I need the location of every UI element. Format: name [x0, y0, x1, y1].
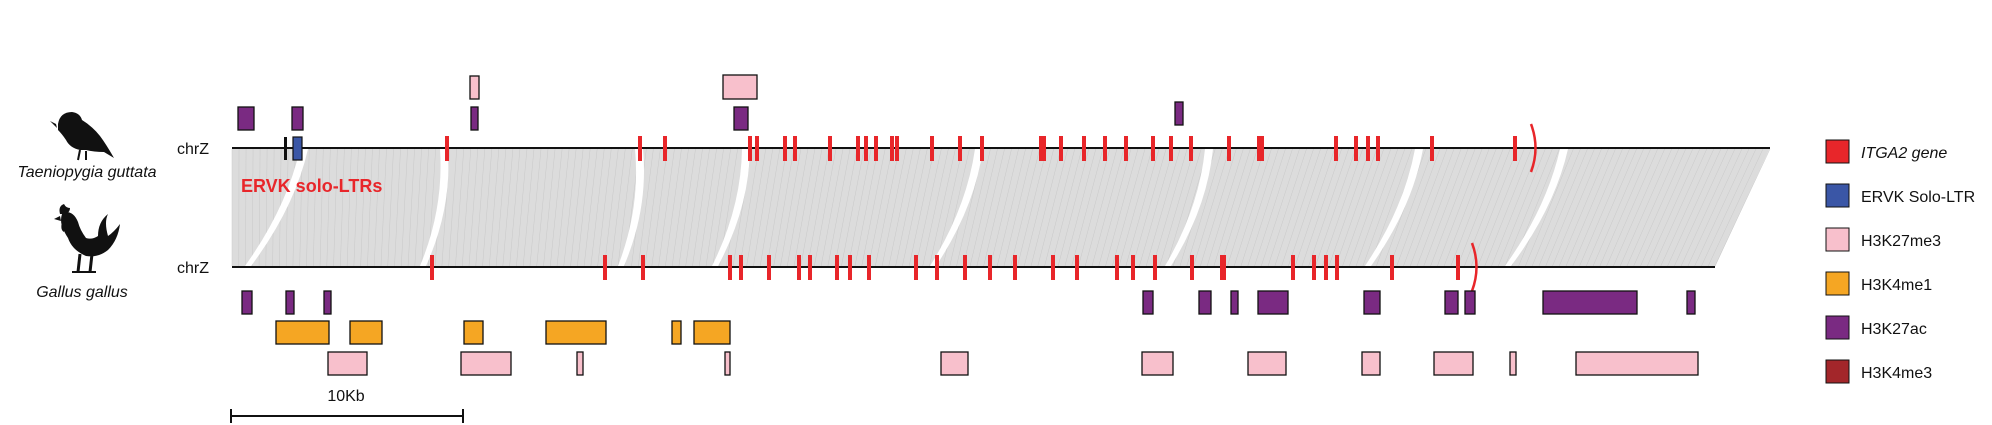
- legend-label: H3K27me3: [1861, 233, 1941, 250]
- legend-swatch: [1825, 227, 1850, 252]
- bottom-chromosome-label: chrZ: [177, 260, 209, 277]
- histone-mark-tracks: [237, 74, 1699, 376]
- legend-swatch: [1825, 359, 1850, 384]
- bottom-gene-end-arc: [1470, 242, 1478, 292]
- ervk-solo-ltr-tick: [284, 137, 287, 160]
- top-species-label: Taeniopygia guttata: [17, 164, 156, 181]
- legend-label: H3K4me1: [1861, 277, 1932, 294]
- top-gene-exons: [445, 136, 1517, 161]
- legend-label: H3K27ac: [1861, 321, 1927, 338]
- bottom-gene-exons: [430, 255, 1460, 280]
- rooster-silhouette-icon: [54, 204, 120, 273]
- legend-label: H3K4me3: [1861, 365, 1932, 382]
- legend-swatch: [1825, 271, 1850, 296]
- synteny-band: [231, 148, 1771, 267]
- legend-swatch: [1825, 183, 1850, 208]
- bottom-species-label: Gallus gallus: [36, 284, 128, 301]
- top-chromosome-label: chrZ: [177, 141, 209, 158]
- top-gene-end-arc: [1529, 123, 1537, 173]
- scale-bar-label: 10Kb: [327, 388, 364, 405]
- legend-label: ITGA2 gene: [1861, 145, 1947, 162]
- legend-swatch: [1825, 139, 1850, 164]
- ervk-annotation-label: ERVK solo-LTRs: [241, 176, 382, 196]
- legend: ITGA2 gene ERVK Solo-LTR H3K27me3 H3K4me1 H3…: [1825, 139, 1975, 384]
- legend-swatch: [1825, 315, 1850, 340]
- scale-bar: 10Kb: [230, 388, 464, 423]
- legend-label: ERVK Solo-LTR: [1861, 189, 1975, 206]
- zebra-finch-silhouette-icon: [50, 112, 114, 161]
- ervk-solo-ltr-mark: [292, 136, 303, 161]
